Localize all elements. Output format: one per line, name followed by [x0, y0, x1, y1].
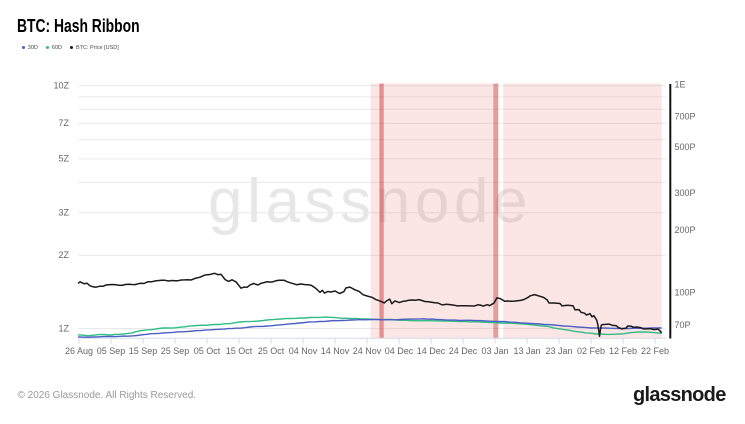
svg-text:25 Oct: 25 Oct — [258, 346, 285, 356]
svg-text:25 Sep: 25 Sep — [161, 346, 190, 356]
svg-text:04 Nov: 04 Nov — [289, 346, 318, 356]
svg-text:14 Dec: 14 Dec — [417, 346, 446, 356]
svg-text:7Z: 7Z — [58, 118, 69, 128]
svg-text:5Z: 5Z — [58, 154, 69, 164]
svg-text:15 Oct: 15 Oct — [226, 346, 253, 356]
svg-text:70P: 70P — [675, 320, 691, 330]
svg-text:23 Jan: 23 Jan — [545, 346, 572, 356]
svg-text:3Z: 3Z — [58, 208, 69, 218]
svg-text:13 Jan: 13 Jan — [513, 346, 540, 356]
svg-text:100P: 100P — [675, 288, 696, 298]
svg-text:04 Dec: 04 Dec — [385, 346, 414, 356]
svg-text:24 Dec: 24 Dec — [449, 346, 478, 356]
svg-text:700P: 700P — [675, 112, 696, 122]
svg-text:03 Jan: 03 Jan — [481, 346, 508, 356]
svg-text:10Z: 10Z — [53, 81, 69, 91]
svg-text:02 Feb: 02 Feb — [577, 346, 605, 356]
svg-text:1Z: 1Z — [58, 323, 69, 333]
svg-text:15 Sep: 15 Sep — [129, 346, 158, 356]
svg-text:2Z: 2Z — [58, 250, 69, 260]
svg-text:500P: 500P — [675, 142, 696, 152]
svg-text:1E: 1E — [675, 79, 686, 89]
svg-text:24 Nov: 24 Nov — [353, 346, 382, 356]
svg-text:200P: 200P — [675, 225, 696, 235]
svg-text:22 Feb: 22 Feb — [641, 346, 669, 356]
svg-text:05 Sep: 05 Sep — [97, 346, 126, 356]
svg-text:glassnode: glassnode — [208, 167, 532, 236]
svg-text:300P: 300P — [675, 188, 696, 198]
svg-text:12 Feb: 12 Feb — [609, 346, 637, 356]
svg-text:26 Aug: 26 Aug — [65, 346, 93, 356]
svg-text:05 Oct: 05 Oct — [194, 346, 221, 356]
svg-text:14 Nov: 14 Nov — [321, 346, 350, 356]
